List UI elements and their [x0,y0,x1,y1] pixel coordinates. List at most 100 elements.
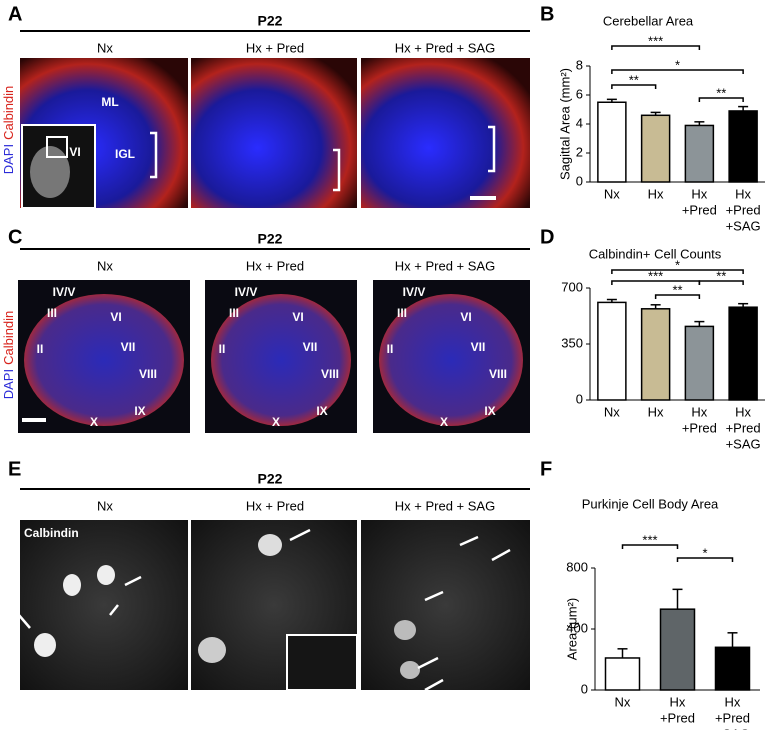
cell [400,661,420,679]
y-tick-label: 0 [576,173,583,188]
bar [728,306,758,401]
significance-bracket [698,97,744,102]
column-label: Hx + Pred [246,40,304,55]
bar [597,301,627,401]
stain-name: DAPI [1,144,16,174]
cell [258,534,282,556]
x-tick-label: +Pred [682,202,717,217]
x-tick-label: Hx [648,404,664,419]
x-tick-label: Hx [691,404,707,419]
stain-name: Calbindin [1,86,16,140]
lobule-label: IX [316,404,327,418]
lobule-label: X [440,415,448,429]
lobule-label: VI [110,310,121,324]
arrow [17,528,511,692]
tissue [379,294,523,426]
y-tick-label: 4 [576,115,583,130]
significance-label: *** [648,33,663,48]
stain-label: DAPI Calbindin [1,311,16,400]
x-tick-label: Hx [725,694,741,709]
x-tick-label: Nx [615,694,631,709]
lobule-label: II [37,342,44,356]
chart-title: Cerebellar Area [603,13,694,28]
lobule-label: VI [292,310,303,324]
significance-label: ** [629,72,639,87]
lobule-label: II [387,342,394,356]
lobule-label: X [90,415,98,429]
panel-label: F [540,458,552,480]
cell [34,633,56,657]
x-tick-label: Hx [735,186,751,201]
significance-label: *** [642,532,657,547]
y-tick-label: 800 [566,559,588,574]
column-label: Nx [97,258,113,273]
cell [63,574,81,596]
significance-bracket [654,294,701,299]
x-tick-label: +SAG [715,726,750,730]
significance-label: *** [648,268,663,283]
stain-label: DAPI Calbindin [1,86,16,175]
annotation: IGL [115,147,135,161]
tissue [211,294,351,426]
lobule-label: III [47,306,57,320]
lobule-label: IV/V [403,285,426,299]
y-tick-label: 700 [561,279,583,294]
bar [604,657,641,691]
bar [684,325,715,401]
panel-label: C [8,226,22,248]
panel-label: D [540,226,554,248]
column-label: Hx + Pred + SAG [395,498,495,513]
x-tick-label: +Pred [715,710,750,725]
y-tick-label: 0 [576,391,583,406]
column-label: Hx + Pred + SAG [395,40,495,55]
column-label: Hx + Pred [246,498,304,513]
lobule-label: III [229,306,239,320]
row-title: P22 [258,231,283,247]
lobule-label: VIII [321,367,339,381]
chart-title: Calbindin+ Cell Counts [589,246,722,261]
chart-title: Purkinje Cell Body Area [582,496,719,511]
significance-bracket [611,84,657,89]
x-tick-label: Hx [648,186,664,201]
bar [597,101,627,183]
significance-bracket [611,45,701,50]
row-title: P22 [258,471,283,487]
lobule-label: III [397,306,407,320]
y-tick-label: 8 [576,57,583,72]
x-tick-label: Nx [604,186,620,201]
y-tick-label: 350 [561,335,583,350]
inset [286,634,358,691]
significance-bracket [621,544,679,549]
x-tick-label: Hx [691,186,707,201]
micrograph [361,58,530,208]
x-tick-label: +Pred [682,420,717,435]
bar [640,114,671,183]
stain-label: Calbindin [24,526,79,540]
significance-label: * [675,257,680,272]
row-title: P22 [258,13,283,29]
cell [97,565,115,585]
scale-bar [470,196,496,200]
cell [198,637,226,663]
lobule-label: IX [134,404,145,418]
y-tick-label: 0 [581,681,588,696]
inset-shape [30,146,70,198]
lobule-label: VII [303,340,318,354]
y-tick-label: 400 [566,620,588,635]
micrographs [17,58,530,692]
lobule-label: II [219,342,226,356]
micrograph [361,520,530,690]
x-tick-label: Hx [735,404,751,419]
lobule-label: VIII [139,367,157,381]
x-tick-label: +Pred [726,202,761,217]
lobule-label: VII [471,340,486,354]
x-tick-label: Nx [604,404,620,419]
y-tick-label: 2 [576,144,583,159]
lobule-label: IX [484,404,495,418]
column-label: Hx + Pred [246,258,304,273]
significance-label: ** [672,282,682,297]
significance-label: * [675,57,680,72]
column-label: Nx [97,498,113,513]
significance-label: * [702,545,707,560]
